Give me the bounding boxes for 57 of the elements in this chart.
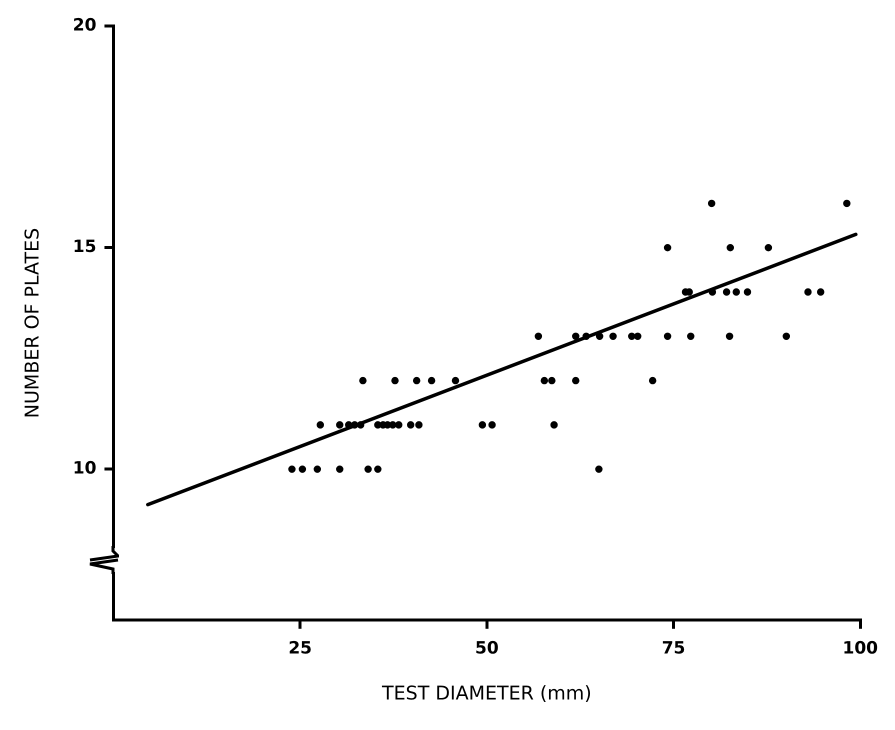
point: [316, 421, 324, 429]
point: [634, 332, 642, 340]
x-tick-label: 75: [662, 638, 686, 658]
point: [364, 465, 372, 473]
point: [415, 421, 423, 429]
point: [726, 332, 734, 340]
point: [722, 288, 730, 296]
point: [596, 332, 604, 340]
point: [350, 421, 358, 429]
point: [816, 288, 824, 296]
point: [843, 200, 851, 208]
point: [395, 421, 402, 429]
point: [664, 332, 672, 340]
point: [595, 465, 603, 473]
point: [782, 332, 790, 340]
point: [336, 421, 344, 429]
point: [540, 376, 548, 384]
point: [374, 465, 382, 473]
point: [534, 332, 542, 340]
point: [314, 465, 322, 473]
point: [628, 332, 636, 340]
point: [550, 421, 558, 429]
y-tick-label: 20: [72, 16, 97, 36]
point: [572, 376, 580, 384]
x-axis-title: TEST DIAMETER (mm): [381, 682, 592, 705]
point: [412, 376, 420, 384]
point: [708, 200, 716, 208]
point: [664, 244, 672, 252]
y-tick-label: 15: [72, 237, 96, 258]
point: [648, 376, 656, 384]
point: [389, 421, 396, 429]
point: [428, 376, 436, 384]
x-tick-label: 50: [475, 638, 499, 658]
x-tick-label: 25: [288, 638, 312, 658]
point: [336, 465, 344, 473]
point: [391, 376, 399, 384]
point: [359, 376, 367, 384]
point: [582, 332, 590, 340]
y-axis-title: NUMBER OF PLATES: [21, 228, 44, 418]
point: [687, 332, 694, 340]
point: [726, 244, 734, 252]
point: [732, 288, 740, 296]
point: [478, 421, 486, 429]
point: [609, 332, 617, 340]
point: [548, 376, 556, 384]
point: [298, 465, 306, 473]
y-tick-label: 10: [72, 458, 97, 479]
point: [452, 376, 460, 384]
point: [572, 332, 580, 340]
point: [406, 421, 414, 429]
point: [356, 421, 364, 429]
point: [744, 288, 752, 296]
point: [764, 244, 772, 252]
x-tick-label: 100: [842, 638, 878, 658]
point: [804, 288, 812, 296]
point: [288, 465, 296, 473]
point: [488, 421, 496, 429]
